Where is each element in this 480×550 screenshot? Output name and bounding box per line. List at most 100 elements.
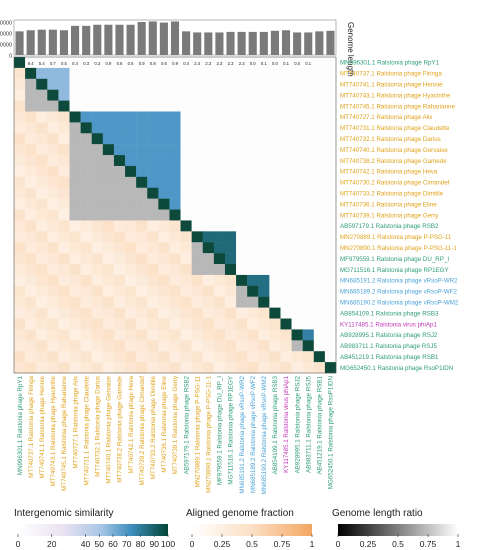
heatmap-cell [269, 351, 281, 363]
heatmap-cell [69, 296, 81, 308]
heatmap-cell [91, 307, 104, 319]
heatmap-cell [258, 296, 270, 308]
heatmap-cell [247, 242, 259, 254]
heatmap-cell [202, 307, 215, 319]
legend-title-fraction: Aligned genome fraction [186, 508, 294, 519]
heatmap-cell [47, 264, 59, 276]
heatmap-cell [313, 67, 326, 79]
heatmap-cell [25, 100, 37, 112]
heatmap-cell [280, 100, 292, 112]
heatmap-cell [47, 318, 59, 330]
cell-value: 0.1 [283, 61, 289, 66]
heatmap-cell [158, 351, 170, 363]
heatmap-cell [25, 155, 37, 167]
heatmap-cell [324, 329, 337, 341]
heatmap-cell [236, 253, 248, 265]
heatmap-cell [58, 329, 70, 341]
heatmap-cell [69, 57, 81, 69]
heatmap-cell [147, 67, 159, 79]
heatmap-cell [80, 78, 92, 90]
heatmap-cell [91, 198, 104, 210]
heatmap-cell [247, 100, 259, 112]
heatmap-cell [14, 100, 26, 112]
heatmap-cell [213, 122, 226, 134]
heatmap-cell [58, 111, 70, 123]
heatmap-cell [47, 165, 59, 178]
row-label: MN685190.2 Ralstonia phage vRsoP-WM2 [340, 299, 459, 306]
genome-length-bars: 0 20000 40000 60000 Genome length [0, 19, 355, 77]
heatmap-cell [291, 122, 303, 134]
legend-title-similarity: Intergenomic similarity [14, 508, 114, 519]
heatmap-cell [247, 264, 259, 276]
heatmap-cell [113, 362, 126, 374]
heatmap-cell [202, 187, 215, 199]
cell-value: 0.6 [128, 61, 134, 66]
heatmap-cell [291, 296, 303, 308]
heatmap-cell [36, 89, 48, 101]
heatmap-cell [313, 318, 326, 330]
heatmap-cell [147, 362, 159, 374]
legend-tick-label: 60 [108, 539, 118, 549]
heatmap-cell [302, 144, 314, 156]
heatmap-cell [169, 242, 181, 254]
heatmap-cell [113, 176, 126, 188]
heatmap-cell [324, 133, 337, 145]
heatmap-cell [247, 307, 259, 319]
heatmap-cell [169, 198, 181, 210]
heatmap-cell [258, 100, 270, 112]
heatmap-cell [269, 242, 281, 254]
heatmap-cell [247, 285, 259, 297]
heatmap-cell [125, 307, 137, 319]
heatmap-cell [280, 187, 292, 199]
heatmap-cell [14, 165, 26, 178]
heatmap-cell [147, 144, 159, 156]
heatmap-cell [91, 329, 104, 341]
heatmap-cell [313, 100, 326, 112]
cell-value: 0.6 [117, 61, 123, 66]
heatmap-cell [58, 253, 70, 265]
heatmap-cell [224, 264, 237, 276]
heatmap-cell [147, 231, 159, 243]
heatmap-cell [169, 351, 181, 363]
heatmap-cell [80, 329, 92, 341]
column-label: MN996301.1 Ralstonia phage RpY1 [17, 375, 24, 475]
legend-tick-label: 80 [136, 539, 146, 549]
heatmap-cell [102, 198, 115, 210]
heatmap-cell [25, 231, 37, 243]
heatmap-cell [125, 89, 137, 101]
heatmap-cell [25, 111, 37, 123]
heatmap-cell [91, 285, 104, 297]
heatmap-cell [58, 362, 70, 374]
heatmap-cell [258, 144, 270, 156]
heatmap-cell [14, 318, 26, 330]
heatmap-cell [324, 264, 337, 276]
heatmap-cell [158, 209, 170, 221]
heatmap-cell [313, 362, 326, 374]
heatmap-cell [69, 100, 81, 112]
genome-length-bar [104, 24, 113, 55]
heatmap-cell [324, 165, 337, 178]
heatmap-cell [136, 318, 148, 330]
heatmap-cell [47, 111, 59, 123]
heatmap-cell [36, 209, 48, 221]
heatmap-cell [136, 231, 148, 243]
cell-value: 0.6 [161, 61, 167, 66]
heatmap-cell [291, 155, 303, 167]
heatmap-cell [202, 362, 215, 374]
heatmap-cell [269, 285, 281, 297]
heatmap-cell [47, 274, 59, 287]
heatmap-cell [125, 318, 137, 330]
legend-tick-label: 90 [150, 539, 160, 549]
heatmap-cell [269, 67, 281, 79]
heatmap-cell [236, 187, 248, 199]
heatmap-cell [224, 89, 237, 101]
heatmap-cell [69, 111, 81, 123]
row-label: MT740727.1 Ralstonia phage Alix [340, 114, 433, 121]
heatmap-cell [14, 274, 26, 287]
heatmap-cell [324, 296, 337, 308]
heatmap-cell [125, 57, 137, 69]
heatmap-cell [14, 329, 26, 341]
heatmap-cell [125, 231, 137, 243]
heatmap-cell [224, 122, 237, 134]
heatmap-cell [36, 133, 48, 145]
